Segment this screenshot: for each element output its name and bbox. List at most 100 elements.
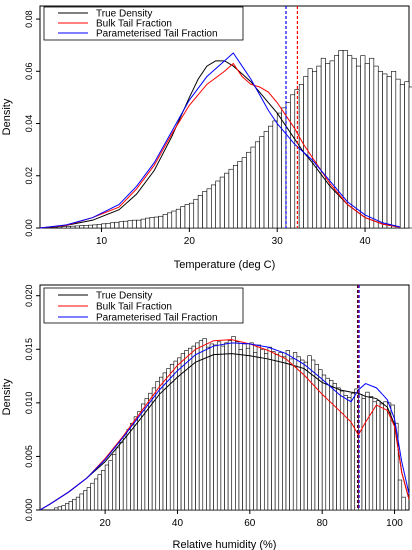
- x-axis: 10 20 30 40: [96, 228, 371, 247]
- density-curves: [39, 52, 401, 229]
- histogram-bar: [191, 345, 196, 511]
- histogram-bar: [401, 496, 406, 511]
- x-axis: 20 40 60 80 100: [100, 510, 403, 529]
- y-tick-label: 0.020: [24, 284, 34, 307]
- histogram-bar: [66, 226, 72, 229]
- histogram-bar: [155, 381, 160, 511]
- histogram-bar: [278, 352, 283, 511]
- histogram-bar: [316, 65, 322, 229]
- histogram-bar: [242, 343, 247, 511]
- histogram-bar: [312, 70, 318, 229]
- histogram-bar: [369, 57, 375, 229]
- histogram-bar: [285, 350, 290, 511]
- series-line-parameterised-tail-fraction: [39, 52, 401, 229]
- legend: True Density Bulk Tail Fraction Paramete…: [43, 287, 244, 324]
- histogram-bar: [180, 206, 186, 229]
- histogram-bar: [159, 376, 164, 511]
- histogram-bar: [272, 120, 278, 229]
- histogram-bar: [127, 220, 133, 229]
- histogram-bar: [276, 112, 282, 229]
- histogram-bar: [171, 210, 177, 229]
- histogram-bar: [254, 141, 260, 229]
- histogram-bar: [57, 506, 63, 511]
- x-tick-label: 20: [100, 518, 112, 529]
- histogram-bar: [224, 172, 230, 229]
- histogram-bar: [140, 218, 146, 229]
- histogram-bar: [408, 86, 412, 229]
- threshold-lines: [285, 6, 299, 228]
- series-line-bulk-tail-fraction: [39, 339, 410, 511]
- histogram-bar: [137, 411, 142, 511]
- histogram-bar: [271, 351, 276, 511]
- histogram-bar: [268, 125, 274, 229]
- histogram-bar: [79, 493, 84, 511]
- histogram-bar: [256, 344, 261, 511]
- histogram-bar: [123, 220, 129, 229]
- histogram-bar: [298, 84, 304, 229]
- histogram-bar: [93, 478, 99, 511]
- histogram-bar: [300, 359, 305, 511]
- histogram-bar: [131, 219, 137, 229]
- y-tick-label: 0.000: [24, 499, 34, 522]
- histogram-bar: [83, 225, 89, 229]
- histogram-bar: [394, 422, 399, 511]
- histogram-bar: [282, 356, 287, 511]
- histogram-bar: [166, 368, 171, 511]
- legend-label-true-density: True Density: [96, 9, 152, 20]
- series-line-true-density: [39, 60, 401, 229]
- histogram-bar: [263, 131, 269, 229]
- histogram-bar: [383, 401, 388, 511]
- histogram-bar: [263, 353, 269, 511]
- series-line-bulk-tail-fraction: [39, 62, 401, 229]
- legend-label-true-density: True Density: [96, 291, 152, 302]
- histogram-bar: [177, 357, 182, 511]
- histogram-bar: [148, 392, 153, 511]
- histogram-bar: [202, 191, 208, 229]
- histogram-bar: [259, 136, 265, 229]
- histogram-bar: [382, 73, 388, 229]
- histogram-bar: [140, 403, 146, 511]
- histogram-bar: [118, 221, 124, 229]
- histogram-bar: [224, 342, 229, 511]
- series-line-true-density: [39, 353, 410, 511]
- histogram-bar: [119, 442, 124, 511]
- y-tick-label: 0.08: [24, 10, 34, 28]
- x-tick-label: 10: [96, 236, 108, 247]
- histogram-bar: [136, 219, 142, 229]
- histogram-bar: [355, 65, 361, 229]
- histogram-bar: [149, 217, 155, 229]
- histogram-bar: [364, 63, 370, 229]
- histogram-bar: [193, 198, 199, 229]
- histogram-bar: [211, 184, 217, 229]
- histogram-bar: [274, 354, 280, 511]
- histogram-bar: [54, 507, 59, 511]
- histogram-bar: [61, 226, 67, 229]
- histogram-bar: [397, 479, 403, 511]
- y-tick-label: 0.04: [24, 115, 34, 133]
- x-tick-label: 100: [386, 518, 403, 529]
- histogram-bar: [250, 146, 256, 229]
- histogram-bar: [372, 401, 377, 511]
- x-axis-label: Relative humidity (%): [173, 539, 277, 550]
- histogram-bar: [173, 360, 178, 511]
- histogram-bar: [238, 348, 243, 511]
- histogram-bar: [206, 188, 212, 229]
- histogram-bar: [296, 356, 301, 511]
- legend: True Density Bulk Tail Fraction Paramete…: [43, 6, 244, 41]
- histogram-bar: [83, 490, 88, 511]
- legend-label-bulk-tail-fraction: Bulk Tail Fraction: [96, 19, 172, 30]
- y-tick-label: 0.005: [24, 445, 34, 468]
- histogram-bar: [101, 470, 106, 511]
- y-tick-label: 0.015: [24, 338, 34, 361]
- histogram-bar: [325, 63, 331, 229]
- histogram-bar: [122, 435, 128, 511]
- humidity-density-panel: 20 40 60 80 100 0.000 0.005 0.010 0.015 0.020 Re…: [1, 284, 410, 550]
- histogram-bar: [188, 347, 193, 511]
- histogram-bar: [101, 223, 107, 229]
- histogram-bar: [336, 387, 341, 511]
- histogram-bar: [112, 453, 117, 511]
- histogram-bar: [320, 57, 326, 229]
- threshold-lines: [357, 285, 360, 510]
- histogram-bar: [74, 225, 80, 229]
- y-tick-label: 0.010: [24, 392, 34, 415]
